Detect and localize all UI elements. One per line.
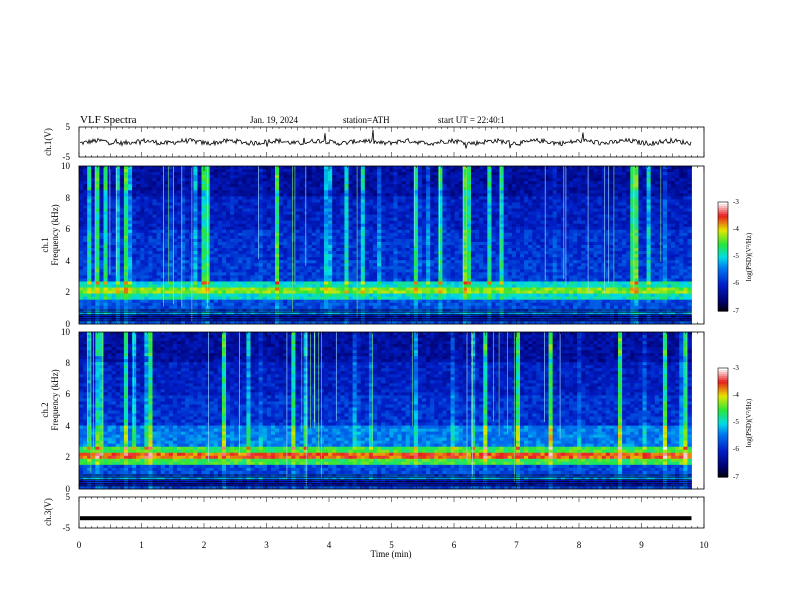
cb2-tick-neg4: -4 — [733, 391, 739, 399]
ch1-ylabel-frequency: Frequency (kHz) — [50, 204, 60, 265]
x-tick-label-4: 4 — [327, 540, 332, 550]
x-tick-label-3: 3 — [264, 540, 269, 550]
ch2-spectrogram-panel: 0 2 4 6 8 10 ch.2 Frequency (kHz) — [40, 327, 705, 494]
cb1-tick-neg3: -3 — [733, 198, 739, 206]
ch1-ytick-6: 6 — [66, 224, 71, 234]
ch1-ytick-8: 8 — [66, 193, 71, 203]
ch1-ytick-4: 4 — [66, 256, 71, 266]
ch2-ytick-6: 6 — [66, 389, 71, 399]
ch1-ytick-10: 10 — [61, 161, 71, 171]
ch2-ytick-0: 0 — [66, 484, 71, 494]
cb1-tick-neg7: -7 — [733, 307, 739, 315]
ch1-ytick-2: 2 — [66, 287, 71, 297]
cb2-tick-neg7: -7 — [733, 473, 739, 481]
ch2-ylabel-channel: ch.2 — [40, 402, 50, 417]
x-tick-label-8: 8 — [577, 540, 582, 550]
x-tick-label-10: 10 — [700, 540, 710, 550]
ch2-spectrogram-image — [79, 332, 692, 490]
ch3-ytick-neg5: -5 — [63, 523, 71, 533]
ch1-ytick-5: 5 — [66, 122, 71, 132]
ch2-colorbar: -3 -4 -5 -6 -7 log(PSD)(V²/Hz) — [717, 364, 753, 481]
ch3-ytick-5: 5 — [66, 492, 71, 502]
ch2-ytick-4: 4 — [66, 421, 71, 431]
ch1-waveform-panel: 5 -5 ch.1(V) — [43, 122, 705, 162]
ch2-ytick-8: 8 — [66, 358, 71, 368]
ch1-spectrogram-panel: 0 2 4 6 8 10 ch.1 Frequency (kHz) — [40, 161, 705, 329]
x-tick-label-1: 1 — [139, 540, 144, 550]
ch1-spectrogram-image — [79, 166, 692, 325]
x-tick-label-7: 7 — [514, 540, 519, 550]
x-tick-label-2: 2 — [202, 540, 207, 550]
ch3-waveform-ylabel: ch.3(V) — [43, 498, 53, 526]
ch1-ylabel-channel: ch.1 — [40, 237, 50, 252]
cb2-tick-neg3: -3 — [733, 364, 739, 372]
cb1-tick-neg6: -6 — [733, 279, 739, 287]
x-tick-label-0: 0 — [77, 540, 82, 550]
cb2-label: log(PSD)(V²/Hz) — [745, 398, 753, 447]
chart-title: VLF Spectra — [80, 114, 137, 126]
ch1-waveform-ylabel: ch.1(V) — [43, 128, 53, 156]
ch3-waveform-line — [80, 516, 692, 521]
cb1-label: log(PSD)(V²/Hz) — [745, 232, 753, 281]
ch2-ytick-10: 10 — [61, 327, 71, 337]
ch1-waveform-line — [79, 129, 692, 149]
cb2-tick-neg6: -6 — [733, 445, 739, 453]
start-time-label: start UT = 22:40:1 — [438, 115, 505, 125]
date-label: Jan. 19, 2024 — [250, 115, 298, 125]
x-tick-label-9: 9 — [639, 540, 644, 550]
cb1-tick-neg4: -4 — [733, 225, 739, 233]
x-tick-label-6: 6 — [452, 540, 457, 550]
ch2-ylabel-frequency: Frequency (kHz) — [50, 369, 60, 430]
cb2-tick-neg5: -5 — [733, 418, 739, 426]
cb1-tick-neg5: -5 — [733, 252, 739, 260]
x-tick-label-5: 5 — [389, 540, 394, 550]
station-label: station=ATH — [343, 115, 390, 125]
ch1-ytick-0: 0 — [66, 319, 71, 329]
x-axis-label: Time (min) — [371, 549, 412, 559]
ch1-ytick-neg5: -5 — [63, 152, 71, 162]
ch2-ytick-2: 2 — [66, 452, 71, 462]
ch1-colorbar: -3 -4 -5 -6 -7 log(PSD)(V²/Hz) — [717, 198, 753, 315]
ch3-waveform-panel: 5 -5 ch.3(V) 0 1 2 3 4 5 6 7 8 9 10 Time (min) — [43, 492, 709, 559]
